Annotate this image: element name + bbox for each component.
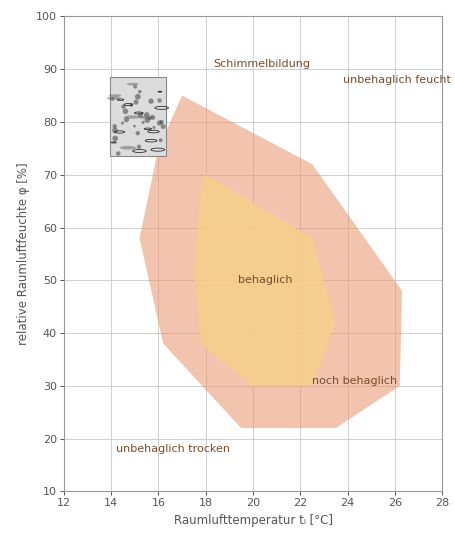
Point [134,92,141,101]
Point [132,98,139,106]
Point [156,118,163,127]
Bar [110,77,165,156]
Text: unbehaglich trocken: unbehaglich trocken [116,444,229,454]
Polygon shape [139,96,401,428]
Point [109,94,116,103]
Circle shape [120,146,136,150]
Point [150,123,157,132]
Point [158,118,165,127]
X-axis label: Raumlufttemperatur tₗ [°C]: Raumlufttemperatur tₗ [°C] [173,514,332,527]
Point [111,126,118,135]
Point [111,122,118,130]
Point [119,118,126,127]
Circle shape [126,83,138,86]
Point [136,111,144,120]
Text: Schimmelbildung: Schimmelbildung [212,59,309,69]
Point [156,96,163,105]
Point [131,122,138,130]
Point [120,102,127,111]
Circle shape [109,94,121,97]
Point [159,122,167,131]
Point [131,82,139,91]
Circle shape [124,115,139,119]
Point [143,110,150,119]
Point [135,143,142,151]
Point [146,114,153,123]
Point [111,134,119,143]
Point [127,100,135,109]
Text: behaglich: behaglich [237,275,292,285]
Point [114,149,121,158]
Point [147,97,154,105]
Point [157,136,164,145]
Text: noch behaglich: noch behaglich [312,376,396,385]
Circle shape [138,116,153,119]
Circle shape [106,97,121,100]
Point [139,118,147,127]
Point [121,107,129,116]
Point [143,116,151,124]
Point [136,87,143,96]
Text: unbehaglich feucht: unbehaglich feucht [342,75,450,85]
Point [122,115,130,124]
Point [134,129,141,138]
Y-axis label: relative Raumluftfeuchte φ [%]: relative Raumluftfeuchte φ [%] [17,163,30,345]
Point [149,113,156,122]
Polygon shape [193,175,335,386]
